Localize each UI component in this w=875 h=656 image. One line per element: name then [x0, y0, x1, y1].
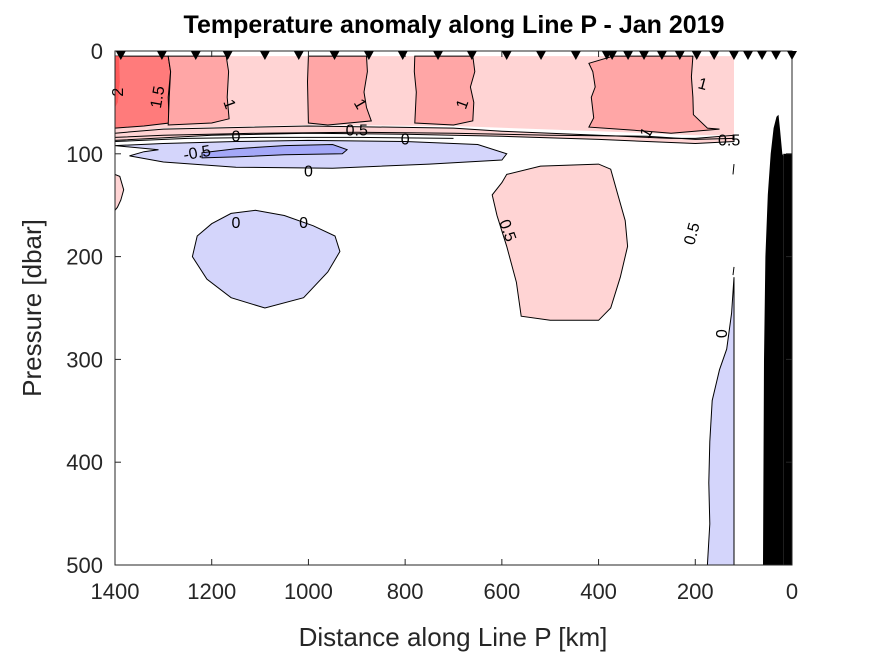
contour-fills [115, 55, 792, 565]
station-marker [363, 51, 374, 60]
station-marker [709, 51, 720, 60]
x-tick-label: 800 [387, 579, 424, 604]
contour-label: 0.5 [682, 221, 704, 247]
station-marker [691, 51, 702, 60]
station-marker [115, 51, 126, 60]
contour-label: 0 [714, 329, 731, 338]
station-marker [728, 51, 739, 60]
bathymetry-seafloor [763, 114, 784, 565]
band-neg-0.5-to-0-eddy [191, 209, 341, 309]
contour-label: 0 [231, 215, 240, 232]
station-marker [656, 51, 667, 60]
station-marker [156, 51, 167, 60]
station-marker [466, 51, 477, 60]
contour-label: -0.5 [182, 143, 212, 165]
contour-label: 0 [401, 132, 410, 149]
station-marker [623, 51, 634, 60]
station-marker [757, 51, 768, 60]
contour-label: 1.5 [148, 85, 169, 110]
x-tick-label: 200 [677, 579, 714, 604]
station-marker [607, 51, 618, 60]
y-tick-label: 500 [66, 553, 103, 578]
contour-label: 0 [231, 129, 240, 146]
contour-label: 2 [110, 88, 127, 97]
y-tick-label: 100 [66, 142, 103, 167]
axes: 1400 1200 1000 800 600 400 200 0010020030040050… [66, 39, 798, 604]
contour-line-0 [115, 136, 454, 142]
station-marker [787, 51, 797, 60]
station-marker [771, 51, 782, 60]
band-1-to-1.5-c [413, 55, 476, 126]
x-tick-label: 400 [580, 579, 617, 604]
contour-lines [115, 131, 735, 276]
station-markers [115, 51, 797, 60]
station-marker [190, 51, 201, 60]
y-tick-label: 0 [91, 39, 103, 64]
x-tick-label: 0 [786, 579, 798, 604]
station-marker [674, 51, 685, 60]
x-axis-label: Distance along Line P [km] [299, 622, 608, 652]
station-marker [293, 51, 304, 60]
y-tick-label: 400 [66, 450, 103, 475]
band-1-to-1.5-b [306, 55, 372, 126]
station-marker [501, 51, 512, 60]
x-tick-label: 1000 [284, 579, 333, 604]
contour-label: 0.5 [495, 217, 519, 244]
station-marker [570, 51, 581, 60]
plot-area [115, 51, 792, 565]
y-axis-label: Pressure [dbar] [17, 219, 47, 397]
station-marker [259, 51, 270, 60]
station-marker [433, 51, 444, 60]
band-below-neg-0.5 [201, 143, 349, 159]
station-marker [536, 51, 547, 60]
x-tick-label: 600 [483, 579, 520, 604]
axes-box [114, 50, 793, 566]
contour-label: 1 [696, 75, 709, 94]
contour-label: 0.5 [346, 122, 368, 139]
y-tick-label: 200 [66, 245, 103, 270]
station-marker [222, 51, 233, 60]
band-0.5-to-1-eddy [491, 163, 629, 321]
contour-label: 0 [299, 215, 308, 232]
contour-line-fragment [732, 164, 735, 175]
band-1-to-1.5-a [167, 55, 230, 126]
contour-line-fragment [732, 266, 735, 276]
contour-label: 0 [304, 164, 313, 181]
band-1-to-1.5-d [588, 55, 720, 134]
station-marker [742, 51, 753, 60]
chart-title: Temperature anomaly along Line P - Jan 2… [184, 11, 725, 39]
band-neg-0.5-to-0-slope [706, 277, 735, 565]
band-above-2 [115, 56, 120, 108]
contour-label: 0.5 [718, 133, 740, 150]
station-marker [639, 51, 650, 60]
x-tick-label: 1400 [91, 579, 140, 604]
y-tick-label: 300 [66, 347, 103, 372]
band-0.5-to-1-edge [115, 173, 125, 212]
x-tick-label: 1200 [187, 579, 236, 604]
contour-line-0.5 [115, 131, 735, 140]
station-marker [329, 51, 340, 60]
station-marker [397, 51, 408, 60]
